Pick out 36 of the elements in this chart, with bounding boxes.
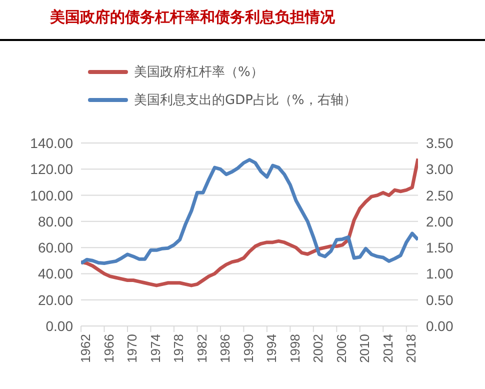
x-tick-label: 1962 bbox=[78, 334, 94, 363]
x-tick-label: 1990 bbox=[240, 334, 256, 363]
y2-tick-label: 3.00 bbox=[426, 161, 454, 178]
y-tick-label: 140.00 bbox=[30, 134, 74, 151]
x-tick-label: 1986 bbox=[218, 334, 233, 363]
y-tick-label: 0.00 bbox=[46, 318, 74, 334]
y2-tick-label: 0.00 bbox=[426, 318, 454, 334]
x-tick-label: 2010 bbox=[357, 334, 372, 363]
y2-tick-label: 2.50 bbox=[426, 187, 454, 204]
y2-tick-label: 0.50 bbox=[426, 292, 454, 308]
y-tick-label: 20.00 bbox=[38, 292, 74, 308]
x-tick-label: 2018 bbox=[404, 334, 419, 363]
line-series bbox=[81, 156, 418, 288]
legend-label: 美国利息支出的GDP占比（%，右轴） bbox=[134, 92, 356, 109]
x-tick-label: 1970 bbox=[124, 334, 140, 363]
x-tick-label: 2014 bbox=[380, 334, 396, 363]
x-tick-label: 1978 bbox=[171, 334, 186, 363]
y2-tick-label: 3.50 bbox=[426, 134, 454, 151]
y-tick-label: 100.00 bbox=[30, 187, 74, 204]
y-tick-label: 40.00 bbox=[38, 266, 74, 282]
y2-tick-label: 1.00 bbox=[426, 266, 454, 282]
chart-title: 美国政府的债务杠杆率和债务利息负担情况 bbox=[50, 8, 335, 27]
y2-tick-label: 1.50 bbox=[426, 240, 454, 256]
y-tick-label: 80.00 bbox=[38, 213, 74, 230]
x-tick-label: 1982 bbox=[194, 334, 210, 363]
legend-label: 美国政府杠杆率（%） bbox=[134, 64, 264, 81]
y-tick-label: 120.00 bbox=[30, 161, 74, 178]
x-tick-label: 1974 bbox=[148, 334, 163, 363]
x-tick-label: 1994 bbox=[264, 334, 280, 363]
y2-tick-label: 2.00 bbox=[426, 213, 454, 230]
y-tick-label: 60.00 bbox=[38, 240, 74, 256]
x-tick-label: 2002 bbox=[310, 334, 326, 363]
x-tick-label: 2006 bbox=[334, 334, 349, 363]
x-tick-label: 1966 bbox=[101, 334, 116, 363]
line-series bbox=[81, 158, 418, 266]
x-tick-label: 1998 bbox=[287, 334, 302, 363]
